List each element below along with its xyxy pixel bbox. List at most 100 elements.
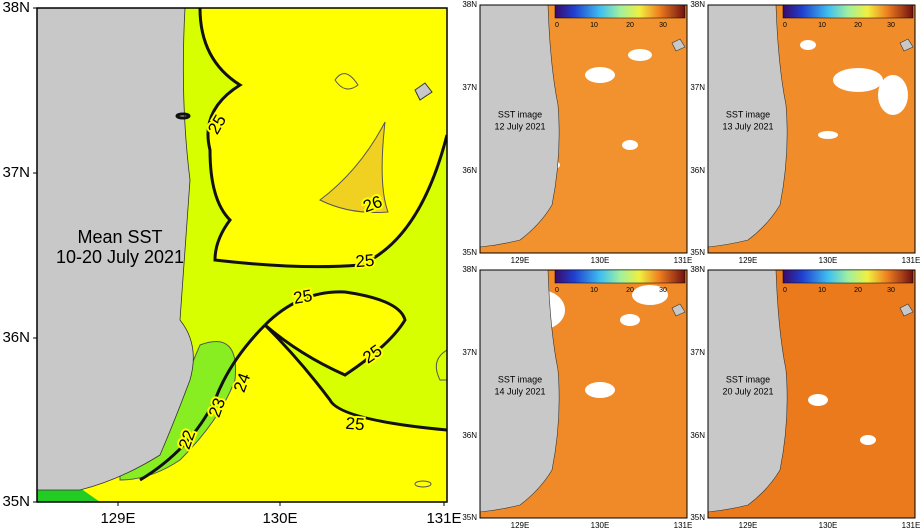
panel-lon-label: 130E (591, 521, 610, 530)
colorbar-tick: 20 (854, 287, 862, 294)
panel-lon-label: 130E (819, 521, 838, 530)
lon-label: 129E (100, 510, 135, 527)
panel-lon-label: 131E (674, 521, 693, 530)
colorbar-tick: 0 (783, 22, 787, 29)
island (414, 82, 433, 101)
panel-lat-label: 36N (462, 166, 477, 175)
sea (185, 8, 447, 91)
panel-lat-label: 37N (690, 348, 705, 357)
panel-caption: SST image (726, 109, 770, 119)
map-title: Mean SST (77, 227, 162, 247)
panel-caption: 20 July 2021 (722, 386, 773, 396)
map-frame (36, 7, 448, 503)
cloud-gap (622, 140, 638, 150)
land (479, 269, 560, 513)
land (707, 4, 788, 248)
main-map (37, 8, 447, 502)
panel-lon-label: 129E (739, 256, 758, 265)
panel-lat-label: 38N (690, 265, 705, 274)
colorbar-tick: 20 (854, 22, 862, 29)
panel-lon-label: 131E (902, 256, 921, 265)
colorbar-tick: 30 (659, 287, 667, 294)
panel-lat-label: 37N (462, 348, 477, 357)
cloud-gap (878, 75, 908, 115)
lat-label: 36N (2, 329, 30, 346)
colorbar-tick: 30 (887, 287, 895, 294)
cloud-gap (860, 435, 876, 445)
colorbar-tick: 0 (783, 287, 787, 294)
cloud-gap (585, 382, 615, 398)
colorbar (782, 269, 914, 284)
colorbar-tick: 10 (590, 287, 598, 294)
panel-lat-label: 35N (462, 513, 477, 522)
panel-lon-label: 131E (674, 256, 693, 265)
colorbar-tick: 20 (626, 22, 634, 29)
cloud-gap (585, 67, 615, 83)
colorbar-tick: 0 (555, 287, 559, 294)
colorbar-tick: 10 (818, 22, 826, 29)
panel-lat-label: 38N (462, 0, 477, 9)
panel-lat-label: 36N (690, 166, 705, 175)
land (37, 8, 194, 491)
island (899, 38, 914, 52)
lon-label: 131E (426, 510, 461, 527)
land (707, 269, 788, 513)
colorbar-tick: 10 (590, 22, 598, 29)
warm-patch (319, 121, 389, 213)
panel-lon-label: 129E (511, 521, 530, 530)
sst-panel: 0 10 20 30 SST image 20 July 2021 38N 37N 36N 35N… (690, 265, 920, 530)
map-subtitle: 10-20 July 2021 (56, 247, 184, 267)
cloud-gap (628, 49, 652, 61)
colorbar-tick: 0 (555, 22, 559, 29)
panel-lat-label: 38N (690, 0, 705, 9)
cloud-gap (800, 40, 816, 50)
panel-lon-label: 129E (739, 521, 758, 530)
island (899, 303, 914, 317)
contour-lines (139, 8, 447, 482)
panel-caption: 12 July 2021 (494, 121, 545, 131)
colorbar (554, 269, 686, 284)
colorbar-tick: 30 (659, 22, 667, 29)
thin-contours (334, 73, 447, 488)
island (671, 303, 686, 317)
colorbar-tick: 10 (818, 287, 826, 294)
land (479, 4, 560, 248)
contour-label: 25 (345, 414, 366, 435)
panel-caption: 14 July 2021 (494, 386, 545, 396)
panel-lat-label: 36N (462, 431, 477, 440)
panel-caption: SST image (498, 374, 542, 384)
colorbar (554, 4, 686, 19)
cloud-gap (620, 314, 640, 326)
panel-lat-label: 35N (690, 248, 705, 257)
panel-lon-label: 131E (902, 521, 921, 530)
lat-label: 37N (2, 164, 30, 181)
contour-label: 25 (355, 251, 376, 272)
panel-caption: SST image (726, 374, 770, 384)
cloud-gap (808, 394, 828, 406)
panel-lon-label: 130E (819, 256, 838, 265)
lat-label: 38N (2, 0, 30, 16)
panel-lon-label: 130E (591, 256, 610, 265)
panel-lat-label: 35N (462, 248, 477, 257)
contour-label: 25 (292, 286, 314, 308)
panel-lon-label: 129E (511, 256, 530, 265)
colorbar (782, 4, 914, 19)
panel-lat-label: 38N (462, 265, 477, 274)
cool-patch (37, 488, 100, 502)
cloud-gap (818, 131, 838, 139)
lat-label: 35N (2, 493, 30, 510)
sst-panel: 0 10 20 30 SST image 13 July 2021 38N 37N 36N 35N… (690, 0, 920, 265)
island (671, 38, 686, 52)
panel-caption: SST image (498, 109, 542, 119)
panel-lat-label: 35N (690, 513, 705, 522)
sst-panel: 0 10 20 30 SST image 14 July 2021 38N 37N 36N 35N… (462, 265, 692, 530)
panel-lat-label: 37N (462, 83, 477, 92)
cloud-gap (833, 68, 883, 92)
colorbar-tick: 20 (626, 287, 634, 294)
sst-panel: 0 10 20 30 SST image 12 July 2021 38N 37N 36N 35N… (462, 0, 692, 265)
panel-caption: 13 July 2021 (722, 121, 773, 131)
panel-lat-label: 36N (690, 431, 705, 440)
panel-lat-label: 37N (690, 83, 705, 92)
cloud-gap (632, 285, 668, 305)
